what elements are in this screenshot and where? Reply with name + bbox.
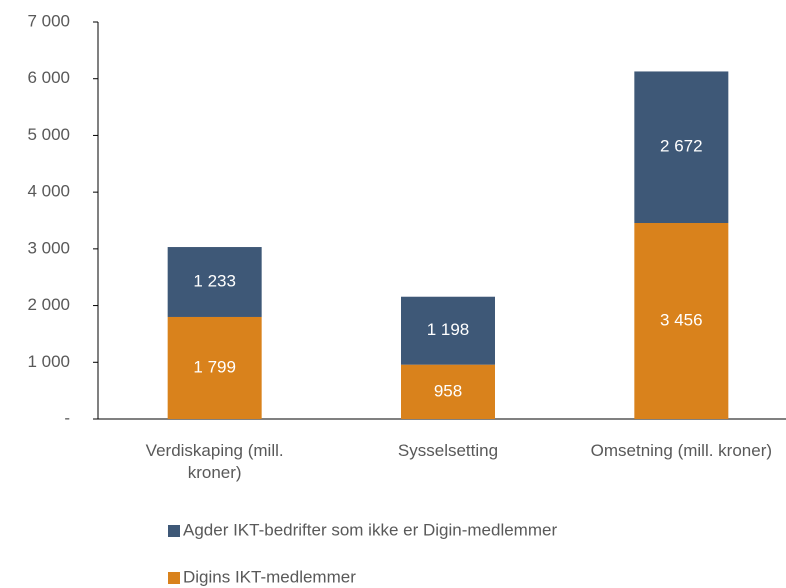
x-tick-label: Sysselsetting xyxy=(397,441,499,460)
y-tick-label: 7 000 xyxy=(27,11,70,30)
legend-swatch xyxy=(168,525,180,537)
bar-segment xyxy=(167,316,262,419)
y-tick-label: 1 000 xyxy=(27,352,70,371)
x-tick-label: Verdiskaping (mill. kroner) xyxy=(145,441,284,482)
legend-label: Agder IKT-bedrifter som ikke er Digin-me… xyxy=(183,520,557,539)
bar-segment xyxy=(401,296,495,365)
data-label: 2 672 xyxy=(660,137,703,156)
y-tick-label: 3 000 xyxy=(27,238,70,257)
data-label: 3 456 xyxy=(660,310,703,329)
y-tick-label: 2 000 xyxy=(27,295,70,314)
bar-segment xyxy=(167,247,262,317)
bar-segment xyxy=(634,222,729,419)
y-tick-label: 5 000 xyxy=(27,125,70,144)
bar-segment xyxy=(634,71,729,223)
y-tick-label: - xyxy=(64,408,70,427)
legend-swatch xyxy=(168,572,180,584)
data-label: 958 xyxy=(434,381,462,400)
y-tick-label: 6 000 xyxy=(27,68,70,87)
data-label: 1 233 xyxy=(193,271,236,290)
x-tick-label: Omsetning (mill. kroner) xyxy=(590,441,773,460)
legend-label: Digins IKT-medlemmer xyxy=(183,567,356,586)
data-label: 1 198 xyxy=(427,320,470,339)
bar-segment xyxy=(401,364,495,419)
data-label: 1 799 xyxy=(193,357,236,376)
y-tick-label: 4 000 xyxy=(27,182,70,201)
